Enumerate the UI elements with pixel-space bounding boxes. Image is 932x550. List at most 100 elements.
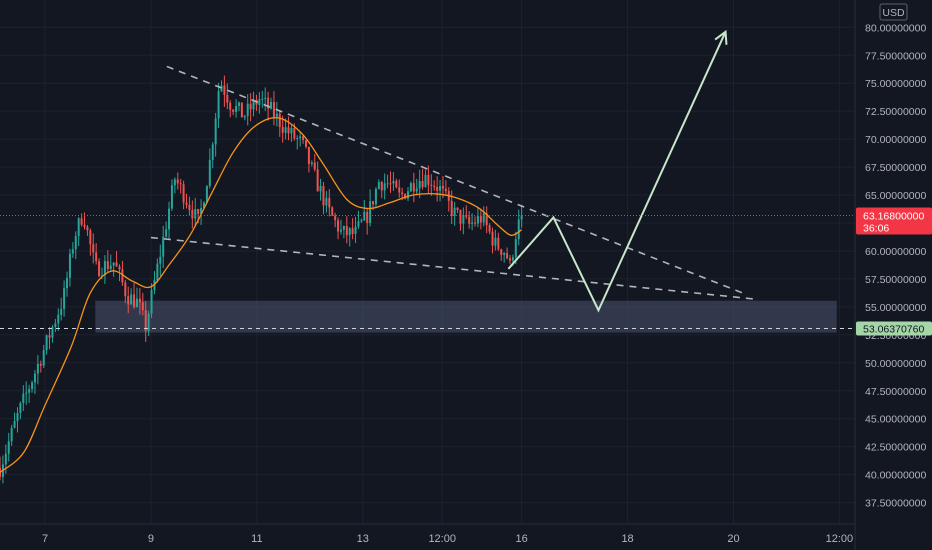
candle-body (51, 326, 54, 338)
candle-body (197, 209, 200, 214)
candle-body (456, 207, 459, 210)
candle-body (471, 222, 474, 224)
candle-body (36, 363, 39, 374)
candle-body (290, 128, 293, 134)
candle-body (500, 249, 503, 255)
candles-layer (0, 75, 523, 484)
candle-body (98, 261, 101, 277)
candle-body (322, 186, 325, 206)
candle-body (19, 402, 22, 413)
candle-body (488, 225, 491, 232)
candle-body (243, 115, 246, 118)
candle-body (337, 220, 340, 232)
y-tick-label: 40.00000000 (865, 470, 926, 482)
x-tick-label: 11 (251, 533, 262, 545)
candle-body (406, 191, 409, 199)
candle-body (22, 393, 25, 403)
candle-body (372, 201, 375, 205)
candle-body (278, 113, 281, 128)
candle-body (135, 298, 138, 308)
support-zone-layer (95, 300, 837, 333)
candle-body (299, 136, 302, 139)
candle-body (68, 253, 71, 278)
candle-body (95, 252, 98, 262)
candle-body (497, 237, 500, 250)
y-tick-label: 77.50000000 (865, 50, 926, 62)
candle-body (165, 229, 168, 237)
projection-path (507, 31, 727, 313)
wedge-lower-line (150, 236, 755, 300)
candle-body (249, 103, 252, 110)
candle-body (319, 186, 322, 192)
candle-body (503, 253, 506, 255)
price-axis[interactable]: 80.00000000 77.50000000 75.00000000 72.5000… (854, 0, 932, 550)
candle-body (173, 179, 176, 186)
candle-body (293, 128, 296, 139)
x-tick-label: 20 (727, 533, 739, 545)
candle-body (194, 209, 197, 219)
candle-body (153, 280, 156, 291)
time-axis[interactable]: 7 9 11 13 12:00 16 18 20 12:00 (0, 523, 855, 545)
candle-body (121, 269, 124, 283)
candle-body (124, 282, 127, 297)
level-label: 53.06370760 (863, 324, 924, 336)
currency-label: USD (882, 7, 905, 19)
candle-body (465, 215, 468, 217)
y-tick-label: 37.50000000 (865, 498, 926, 510)
candle-body (112, 262, 115, 266)
candle-body (267, 97, 270, 109)
x-tick-label: 16 (516, 533, 528, 545)
currency-badge[interactable] (879, 3, 908, 21)
y-tick-label: 55.00000000 (865, 302, 926, 314)
candle-body (205, 186, 208, 203)
candle-body (214, 118, 217, 145)
candle-body (235, 106, 238, 112)
candle-body (156, 263, 159, 281)
candle-body (313, 162, 316, 170)
candle-body (264, 97, 267, 99)
candle-body (339, 229, 342, 232)
candle-body (138, 298, 141, 303)
candle-body (182, 184, 185, 203)
candle-body (494, 237, 497, 246)
candle-body (4, 453, 7, 465)
last-price-tag (856, 207, 932, 235)
y-tick-label: 67.50000000 (865, 162, 926, 174)
candle-body (185, 202, 188, 205)
candle-body (168, 208, 171, 230)
candle-body (258, 99, 261, 105)
candle-body (60, 308, 63, 315)
candle-body (374, 188, 377, 205)
candle-body (514, 239, 517, 258)
candle-body (208, 159, 211, 187)
candle-body (28, 389, 31, 393)
candle-body (345, 226, 348, 236)
y-tick-label: 80.00000000 (865, 22, 926, 34)
candle-body (109, 265, 112, 270)
candle-body (436, 187, 439, 191)
candle-body (141, 302, 144, 311)
candle-body (360, 220, 363, 222)
candle-body (211, 144, 214, 160)
candle-body (284, 127, 287, 133)
y-tick-label: 50.00000000 (865, 358, 926, 370)
candle-body (415, 188, 418, 192)
candle-body (383, 183, 386, 191)
candle-body (331, 207, 334, 216)
candle-body (389, 183, 392, 185)
y-tick-label: 42.50000000 (865, 442, 926, 454)
candle-body (395, 180, 398, 188)
candle-body (354, 226, 357, 234)
candle-body (270, 102, 273, 109)
x-tick-label: 18 (621, 533, 633, 545)
candle-body (45, 335, 48, 351)
candle-body (468, 216, 471, 224)
candle-body (508, 258, 511, 261)
candle-body (511, 257, 514, 261)
candle-body (240, 102, 243, 118)
candle-body (33, 373, 36, 383)
support-zone-rect (95, 300, 837, 333)
candle-body (147, 313, 150, 332)
